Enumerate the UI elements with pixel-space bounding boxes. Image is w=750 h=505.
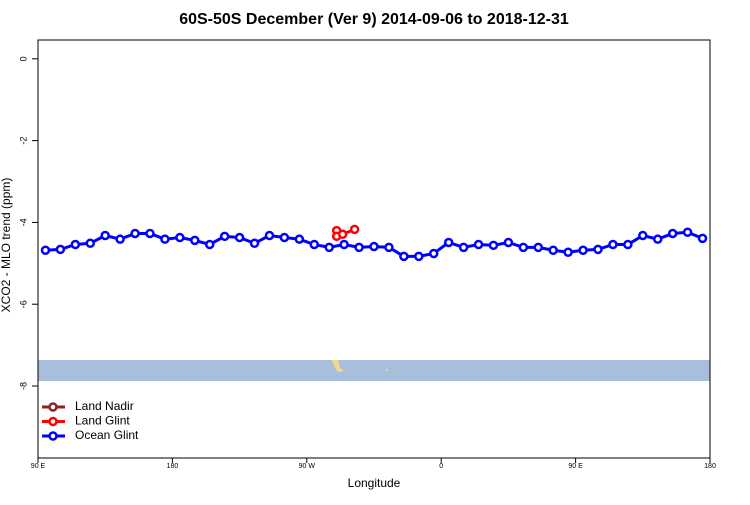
y-tick-label: -2 [18, 137, 28, 145]
data-point [234, 232, 245, 243]
data-point [130, 228, 140, 239]
data-point [349, 224, 360, 235]
data-point [85, 238, 96, 249]
data-point [145, 228, 155, 239]
legend-label: Ocean Glint [75, 428, 139, 442]
data-point [354, 242, 364, 253]
y-tick-label: -6 [18, 300, 28, 308]
x-tick-label: 90 E [31, 463, 46, 470]
data-point [682, 227, 693, 237]
data-point [294, 234, 305, 244]
legend-marker [48, 431, 58, 441]
data-point [503, 237, 514, 248]
data-point [667, 228, 678, 239]
data-point [578, 245, 588, 255]
y-tick-label: -8 [18, 382, 28, 390]
x-tick-label: 180 [704, 463, 716, 470]
data-point [414, 251, 424, 262]
data-point [384, 242, 394, 253]
data-point [219, 231, 230, 242]
data-point [518, 242, 529, 253]
data-point [279, 232, 290, 243]
data-point [533, 242, 544, 253]
y-tick-label: 0 [18, 56, 28, 61]
data-point [100, 230, 110, 241]
legend-label: Land Glint [75, 414, 130, 428]
data-point [70, 239, 81, 250]
data-point [488, 240, 499, 251]
x-tick-label: 90 W [299, 463, 316, 470]
data-point [399, 251, 409, 262]
data-point [264, 230, 275, 241]
plot-frame [37, 39, 711, 459]
legend-marker [48, 402, 58, 412]
x-tick-label: 180 [167, 463, 179, 470]
data-point [563, 247, 573, 258]
data-point [160, 234, 170, 244]
data-point [337, 229, 348, 240]
land-patch [332, 360, 344, 372]
chart-title: 60S-50S December (Ver 9) 2014-09-06 to 2… [179, 11, 569, 28]
data-point [40, 245, 51, 255]
x-axis-label: Longitude [348, 476, 401, 490]
land-patch [386, 369, 388, 371]
data-point [324, 242, 334, 253]
data-point [190, 235, 200, 246]
data-point [175, 232, 185, 243]
data-point [339, 239, 349, 250]
data-point [458, 242, 469, 253]
data-point [369, 241, 379, 252]
data-point [204, 239, 215, 250]
data-point [55, 244, 66, 255]
y-axis-label: XCO2 - MLO trend (ppm) [0, 178, 13, 313]
data-point [428, 248, 439, 259]
legend-marker [48, 416, 58, 427]
data-point [309, 239, 320, 250]
data-point [623, 239, 633, 250]
data-point [638, 230, 648, 241]
data-point [697, 233, 708, 244]
data-point [608, 239, 618, 250]
data-point [249, 238, 260, 249]
data-point [443, 237, 454, 248]
land-strip [38, 360, 710, 381]
x-tick-label: 90 E [568, 463, 583, 470]
data-point [473, 239, 484, 250]
data-point [115, 234, 125, 244]
legend-label: Land Nadir [75, 399, 134, 413]
data-point [593, 244, 603, 255]
data-point [548, 245, 558, 255]
data-point [652, 234, 663, 244]
y-tick-label: -4 [18, 218, 28, 226]
x-tick-label: 0 [439, 463, 443, 470]
